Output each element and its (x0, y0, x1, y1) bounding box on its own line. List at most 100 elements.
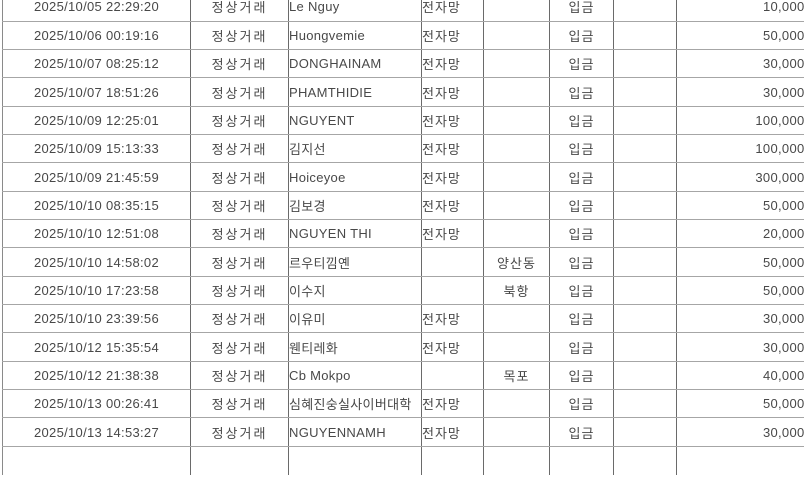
cell-memo (613, 106, 677, 136)
transaction-row[interactable]: 2025/10/10 23:39:56 정상거래 이유미 전자망 입금 30,0… (2, 304, 804, 334)
transaction-row[interactable]: 2025/10/10 08:35:15 정상거래 김보경 전자망 입금 50,0… (2, 191, 804, 221)
cell-tx-type: 입금 (549, 162, 614, 192)
cell-channel: 전자망 (421, 332, 484, 362)
cell-channel: 전자망 (421, 21, 484, 51)
cell-memo (613, 21, 677, 51)
cell-memo (613, 332, 677, 362)
transaction-row[interactable]: 2025/10/09 12:25:01 정상거래 NGUYENT 전자망 입금 … (2, 106, 804, 136)
cell-counterparty: Le Nguy (288, 0, 422, 22)
cell-channel: 전자망 (421, 162, 484, 192)
cell-datetime: 2025/10/07 18:51:26 (2, 77, 191, 107)
cell-channel: 전자망 (421, 49, 484, 79)
cell-datetime (2, 446, 191, 475)
cell-amount: 30,000 (676, 332, 804, 362)
cell-status: 정상거래 (190, 106, 289, 136)
cell-amount: 100,000 (676, 106, 804, 136)
transaction-row[interactable]: 2025/10/07 08:25:12 정상거래 DONGHAINAM 전자망 … (2, 49, 804, 79)
cell-tx-type: 입금 (549, 332, 614, 362)
cell-channel: 전자망 (421, 0, 484, 22)
cell-counterparty (288, 446, 422, 475)
cell-branch (483, 304, 550, 334)
cell-memo (613, 417, 677, 447)
cell-counterparty: 웬티레화 (288, 332, 422, 362)
cell-counterparty: 이수지 (288, 276, 422, 306)
cell-branch: 양산동 (483, 247, 550, 277)
cell-amount: 30,000 (676, 49, 804, 79)
cell-datetime: 2025/10/10 12:51:08 (2, 219, 191, 249)
cell-channel: 전자망 (421, 134, 484, 164)
cell-branch (483, 162, 550, 192)
cell-amount (677, 446, 804, 474)
transaction-row[interactable]: 2025/10/10 12:51:08 정상거래 NGUYEN THI 전자망 … (2, 219, 804, 249)
cell-branch (483, 106, 550, 136)
cell-tx-type: 입금 (549, 247, 614, 277)
cell-branch (483, 389, 550, 419)
cell-channel: 전자망 (421, 389, 484, 419)
cell-tx-type: 입금 (549, 389, 614, 419)
cell-datetime: 2025/10/12 15:35:54 (2, 332, 191, 362)
cell-branch: 북항 (483, 276, 550, 306)
transaction-row[interactable]: 2025/10/13 14:53:27 정상거래 NGUYENNAMH 전자망 … (2, 417, 804, 447)
cell-memo (613, 389, 677, 419)
cell-memo (613, 77, 677, 107)
transaction-row[interactable]: 2025/10/07 18:51:26 정상거래 PHAMTHIDIE 전자망 … (2, 77, 804, 107)
transaction-row[interactable]: 2025/10/12 15:35:54 정상거래 웬티레화 전자망 입금 30,… (2, 332, 804, 362)
cell-channel: 전자망 (421, 77, 484, 107)
cell-tx-type: 입금 (549, 21, 614, 51)
cell-tx-type (549, 446, 614, 475)
cell-channel: 전자망 (421, 106, 484, 136)
cell-status: 정상거래 (190, 21, 289, 51)
cell-amount: 30,000 (676, 304, 804, 334)
cell-status: 정상거래 (190, 361, 289, 391)
transaction-row-partial[interactable] (2, 446, 804, 475)
cell-datetime: 2025/10/10 23:39:56 (2, 304, 191, 334)
cell-branch: 목포 (483, 361, 550, 391)
cell-memo (613, 0, 677, 22)
cell-status: 정상거래 (190, 77, 289, 107)
cell-channel: 전자망 (421, 191, 484, 221)
cell-datetime: 2025/10/06 00:19:16 (2, 21, 191, 51)
transaction-row[interactable]: 2025/10/13 00:26:41 정상거래 심혜진숭실사이버대학 전자망 … (2, 389, 804, 419)
cell-memo (613, 219, 677, 249)
cell-branch (483, 446, 550, 475)
cell-channel (421, 361, 484, 391)
transaction-row[interactable]: 2025/10/09 15:13:33 정상거래 김지선 전자망 입금 100,… (2, 134, 804, 164)
cell-counterparty: PHAMTHIDIE (288, 77, 422, 107)
cell-counterparty: Cb Mokpo (288, 361, 422, 391)
transaction-row[interactable]: 2025/10/12 21:38:38 정상거래 Cb Mokpo 목포 입금 … (2, 361, 804, 391)
cell-channel: 전자망 (421, 219, 484, 249)
transaction-row[interactable]: 2025/10/09 21:45:59 정상거래 Hoiceyoe 전자망 입금… (2, 162, 804, 192)
transaction-row[interactable]: 2025/10/05 22:29:20 정상거래 Le Nguy 전자망 입금 … (2, 0, 804, 22)
cell-tx-type: 입금 (549, 304, 614, 334)
cell-amount: 300,000 (676, 162, 804, 192)
cell-status: 정상거래 (190, 247, 289, 277)
cell-datetime: 2025/10/10 17:23:58 (2, 276, 191, 306)
cell-status: 정상거래 (190, 49, 289, 79)
cell-status: 정상거래 (190, 191, 289, 221)
cell-amount: 30,000 (676, 417, 804, 447)
cell-channel (421, 247, 484, 277)
cell-amount: 40,000 (676, 361, 804, 391)
cell-channel: 전자망 (421, 417, 484, 447)
cell-amount: 20,000 (676, 219, 804, 249)
cell-channel: 전자망 (421, 304, 484, 334)
cell-status: 정상거래 (190, 417, 289, 447)
cell-tx-type: 입금 (549, 0, 614, 22)
cell-tx-type: 입금 (549, 417, 614, 447)
cell-datetime: 2025/10/10 08:35:15 (2, 191, 191, 221)
cell-counterparty: 심혜진숭실사이버대학 (288, 389, 422, 419)
cell-datetime: 2025/10/09 21:45:59 (2, 162, 191, 192)
cell-datetime: 2025/10/13 00:26:41 (2, 389, 191, 419)
cell-tx-type: 입금 (549, 49, 614, 79)
cell-memo (613, 162, 677, 192)
cell-memo (613, 446, 677, 475)
cell-tx-type: 입금 (549, 77, 614, 107)
cell-status: 정상거래 (190, 162, 289, 192)
cell-branch (483, 219, 550, 249)
transaction-row[interactable]: 2025/10/10 14:58:02 정상거래 르우티낌옌 양산동 입금 50… (2, 247, 804, 277)
cell-channel (421, 446, 484, 475)
transaction-row[interactable]: 2025/10/06 00:19:16 정상거래 Huongvemie 전자망 … (2, 21, 804, 51)
transaction-row[interactable]: 2025/10/10 17:23:58 정상거래 이수지 북항 입금 50,00… (2, 276, 804, 306)
cell-status: 정상거래 (190, 276, 289, 306)
